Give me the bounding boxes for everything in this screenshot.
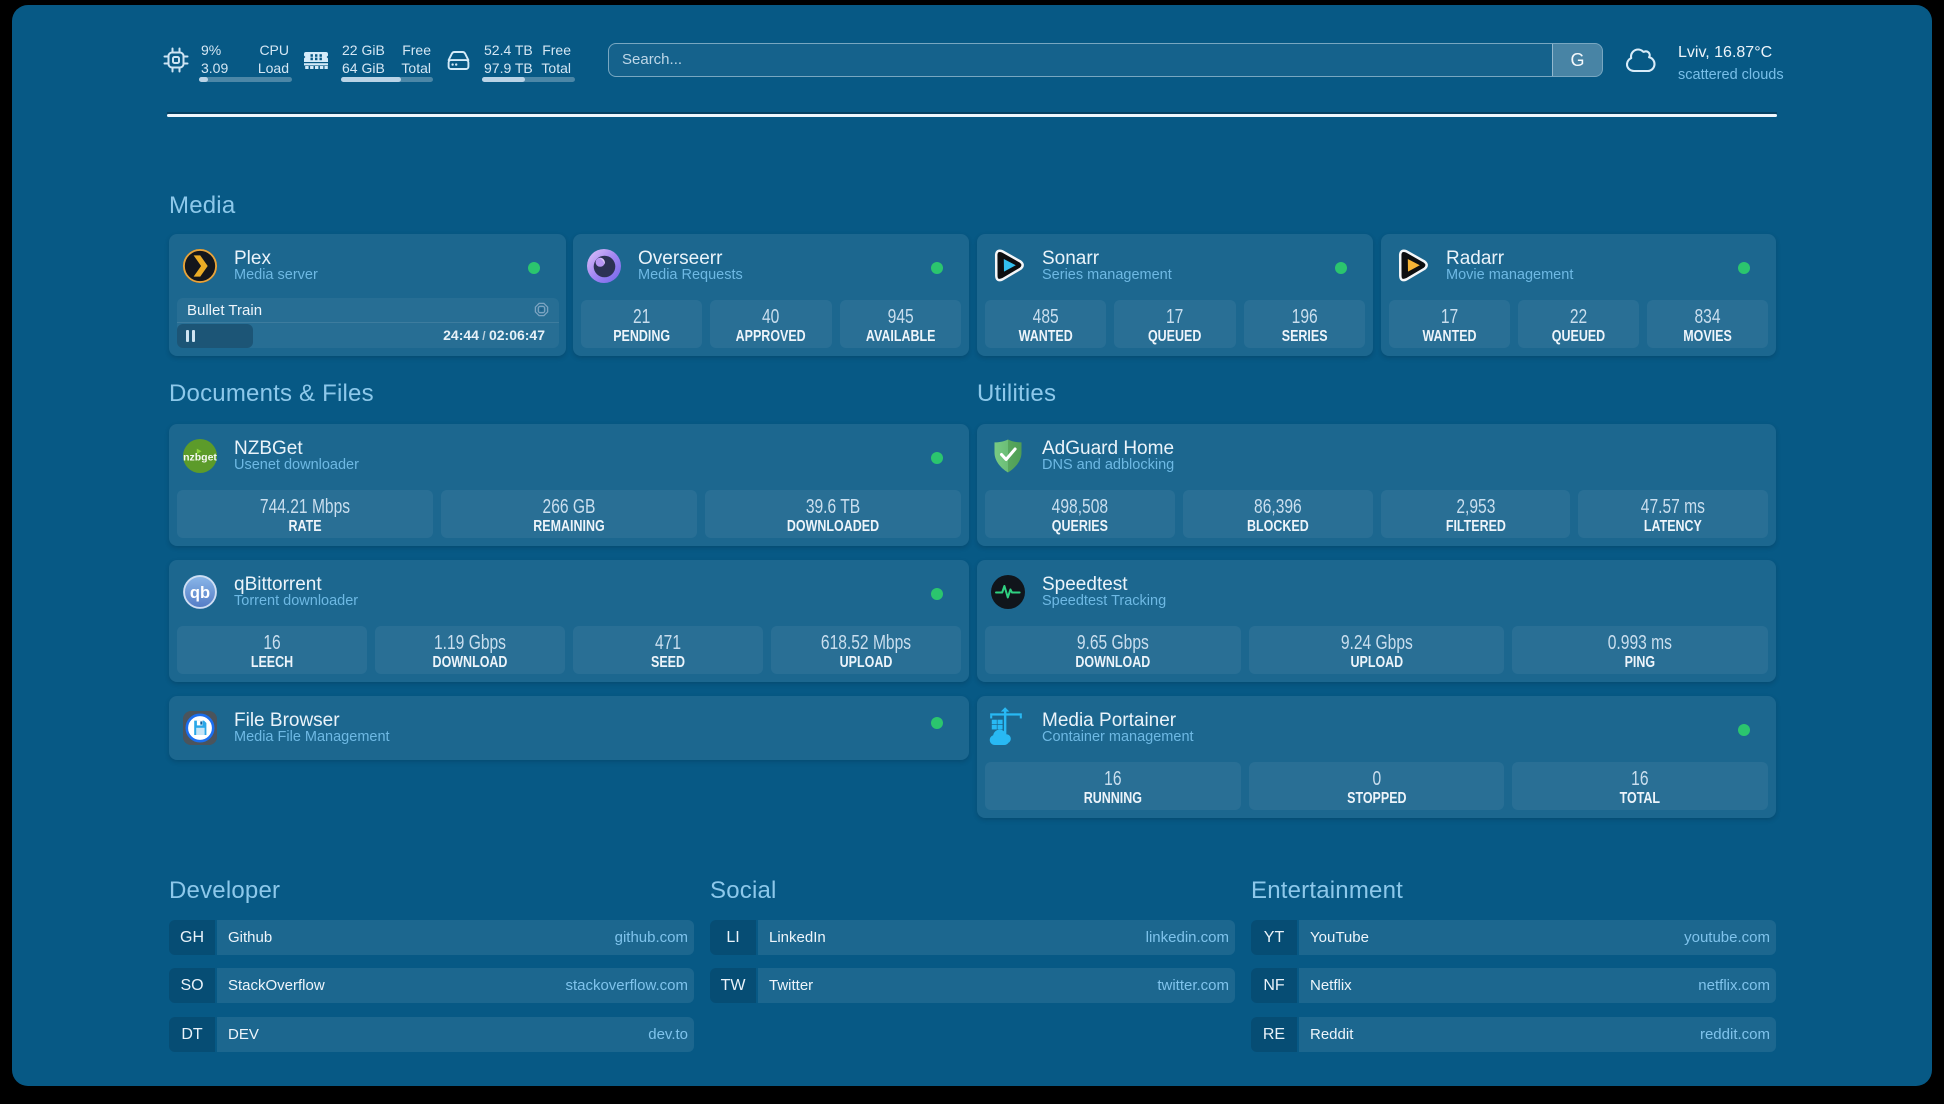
svg-text:nzbget: nzbget <box>183 452 217 464</box>
svg-text:qb: qb <box>190 584 210 602</box>
